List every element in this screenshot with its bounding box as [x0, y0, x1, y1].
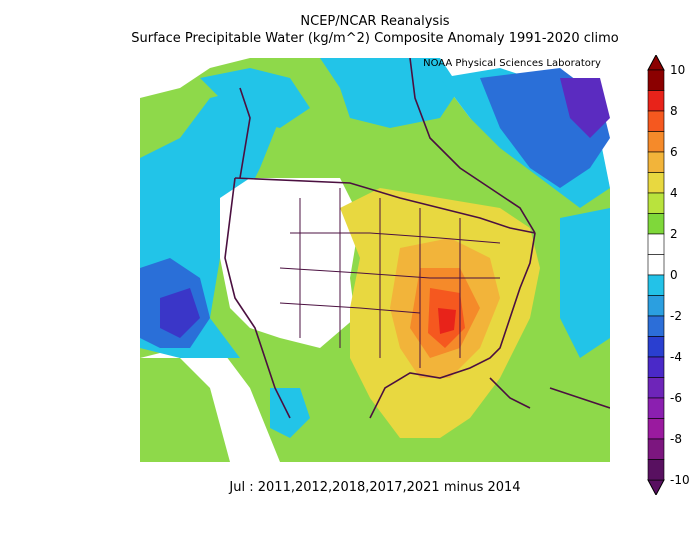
colorbar-cell: [647, 397, 665, 419]
map-title: NCEP/NCAR Reanalysis: [300, 14, 450, 29]
colorbar-cell: [647, 356, 665, 378]
colorbar-cell: [647, 418, 665, 440]
colorbar-cell: [647, 336, 665, 358]
colorbar-cells: [647, 55, 665, 495]
colorbar-cell: [647, 377, 665, 399]
colorbar-cell: [647, 90, 665, 112]
colorbar-cell: [647, 110, 665, 132]
colorbar-cell: [647, 295, 665, 317]
colorbar-top-arrow: [647, 55, 665, 71]
colorbar-tick-label: 0: [670, 268, 678, 282]
colorbar-cell: [647, 438, 665, 460]
credit-label: NOAA Physical Sciences Laboratory: [423, 58, 601, 69]
colorbar-labels: 10 8 6 4 2 0 -2 -4 -6 -8 -10: [670, 63, 690, 487]
coastlines: [224, 58, 610, 419]
colorbar-cell: [647, 131, 665, 153]
colorbar-cell: [647, 192, 665, 214]
colorbar-cell: [647, 233, 665, 255]
colorbar-cell: [647, 274, 665, 296]
colorbar-cell: [647, 213, 665, 235]
colorbar-cell: [647, 315, 665, 337]
colorbar-tick-label: 10: [670, 63, 685, 77]
colorbar-tick-label: 6: [670, 145, 678, 159]
colorbar-cell: [647, 459, 665, 481]
colorbar-tick-label: -6: [670, 391, 682, 405]
colorbar-tick-label: 8: [670, 104, 678, 118]
colorbar: 10 8 6 4 2 0 -2 -4 -6 -8 -10: [647, 55, 690, 495]
colorbar-cell: [647, 151, 665, 173]
anomaly-map: [140, 58, 610, 462]
colorbar-cell: [647, 254, 665, 276]
colorbar-cell: [647, 172, 665, 194]
map-caption: Jul : 2011,2012,2018,2017,2021 minus 201…: [229, 480, 521, 495]
colorbar-tick-label: 2: [670, 227, 678, 241]
colorbar-tick-label: -10: [670, 473, 690, 487]
colorbar-cell: [647, 69, 665, 91]
colorbar-tick-label: -4: [670, 350, 682, 364]
colorbar-tick-label: 4: [670, 186, 678, 200]
map-subtitle: Surface Precipitable Water (kg/m^2) Comp…: [131, 31, 619, 46]
state-borders: [279, 188, 501, 368]
colorbar-tick-label: -8: [670, 432, 682, 446]
colorbar-tick-label: -2: [670, 309, 682, 323]
